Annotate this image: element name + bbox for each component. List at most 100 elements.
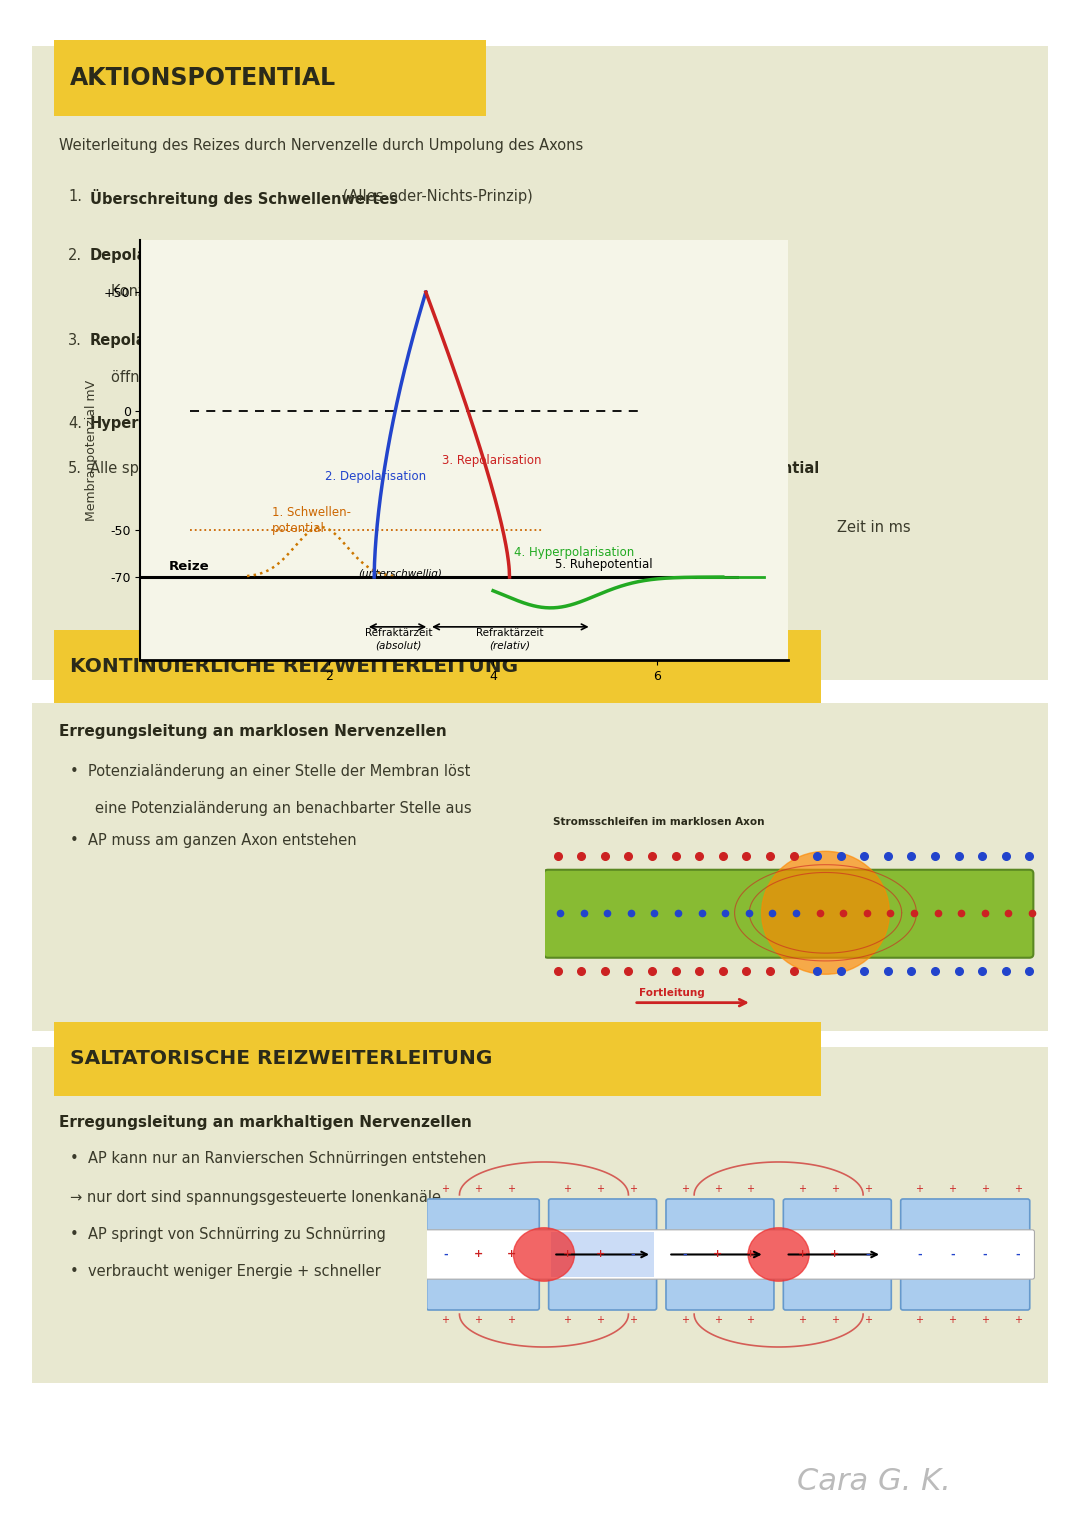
- Text: 2. Depolarisation: 2. Depolarisation: [325, 471, 427, 483]
- Bar: [32, 703, 1048, 1031]
- Text: +: +: [864, 1316, 872, 1325]
- FancyBboxPatch shape: [783, 1265, 891, 1309]
- FancyBboxPatch shape: [901, 1199, 1029, 1244]
- Text: spannungsgesteuerte Na*-Kanäle öffnen sich => Na* fließt gemäß: spannungsgesteuerte Na*-Kanäle öffnen si…: [190, 248, 686, 263]
- Text: +: +: [831, 1184, 839, 1193]
- Text: +: +: [474, 1184, 483, 1193]
- Text: +: +: [713, 1250, 723, 1259]
- Text: Konzentrations- und Ladungsgefälle in Intrazellulärraum: Konzentrations- und Ladungsgefälle in In…: [111, 284, 525, 299]
- Text: -: -: [631, 1250, 635, 1259]
- Text: Hyperpolarisation:: Hyperpolarisation:: [90, 416, 244, 431]
- FancyBboxPatch shape: [544, 869, 1034, 958]
- Text: +: +: [1014, 1316, 1022, 1325]
- Circle shape: [761, 851, 890, 975]
- Text: •  AP muss am ganzen Axon entstehen: • AP muss am ganzen Axon entstehen: [70, 833, 356, 848]
- Text: +: +: [507, 1250, 516, 1259]
- FancyBboxPatch shape: [424, 1230, 1035, 1279]
- Text: +: +: [948, 1316, 956, 1325]
- FancyBboxPatch shape: [783, 1199, 891, 1244]
- Text: AKTIONSPOTENTIAL: AKTIONSPOTENTIAL: [70, 66, 336, 90]
- Circle shape: [748, 1229, 809, 1280]
- Text: → nur dort sind spannungsgesteuerte Ionenkanäle: → nur dort sind spannungsgesteuerte Ione…: [70, 1190, 442, 1206]
- Text: +: +: [1014, 1184, 1022, 1193]
- Text: +: +: [864, 1184, 872, 1193]
- Text: -: -: [917, 1250, 921, 1259]
- Text: +: +: [948, 1184, 956, 1193]
- Text: -: -: [950, 1250, 955, 1259]
- Text: +: +: [981, 1184, 989, 1193]
- Text: -: -: [983, 1250, 987, 1259]
- Text: Refraktärzeit: Refraktärzeit: [365, 628, 432, 639]
- Text: +: +: [630, 1316, 637, 1325]
- Text: öffnen sich => K* strömt nach außen: öffnen sich => K* strömt nach außen: [111, 370, 387, 385]
- Text: +: +: [596, 1316, 605, 1325]
- Text: +: +: [746, 1316, 755, 1325]
- FancyBboxPatch shape: [901, 1265, 1029, 1309]
- Text: Überschreitung des Schwellenwertes: Überschreitung des Schwellenwertes: [90, 189, 397, 208]
- Bar: [54, 1022, 821, 1096]
- Bar: [551, 1232, 654, 1277]
- Text: +: +: [746, 1250, 755, 1259]
- Text: +: +: [831, 1250, 839, 1259]
- Text: Zeit in ms: Zeit in ms: [837, 520, 910, 535]
- Text: -: -: [1015, 1250, 1021, 1259]
- Text: Stromsschleifen im marklosen Axon: Stromsschleifen im marklosen Axon: [553, 817, 765, 827]
- Text: Alle spannungsgesteuerten Kanäle schließen sich; Na-K-Pumpe aktiviert =: Alle spannungsgesteuerten Kanäle schließ…: [90, 461, 640, 477]
- Text: 1.: 1.: [68, 189, 82, 205]
- Text: eine Potenzialänderung an benachbarter Stelle aus: eine Potenzialänderung an benachbarter S…: [95, 801, 472, 816]
- Text: •  verbraucht weniger Energie + schneller: • verbraucht weniger Energie + schneller: [70, 1264, 381, 1279]
- Text: +: +: [596, 1184, 605, 1193]
- Text: 4.: 4.: [68, 416, 82, 431]
- Text: -: -: [443, 1250, 448, 1259]
- Text: 2.: 2.: [68, 248, 82, 263]
- Text: +: +: [474, 1250, 483, 1259]
- Text: Refraktärzeit: Refraktärzeit: [476, 628, 543, 639]
- Text: +: +: [680, 1184, 689, 1193]
- Text: +: +: [442, 1316, 449, 1325]
- Text: +: +: [916, 1316, 923, 1325]
- Text: Cara G. K.: Cara G. K.: [797, 1467, 950, 1496]
- Text: 3.: 3.: [68, 333, 82, 348]
- Text: K*-Kanäle schließen sich nicht sofort: K*-Kanäle schließen sich nicht sofort: [214, 416, 487, 431]
- Text: +: +: [916, 1184, 923, 1193]
- Text: +: +: [508, 1184, 515, 1193]
- Text: Depolarisation:: Depolarisation:: [90, 248, 216, 263]
- Text: +: +: [746, 1184, 755, 1193]
- Text: +: +: [564, 1316, 571, 1325]
- Text: Erregungsleitung an marklosen Nervenzellen: Erregungsleitung an marklosen Nervenzell…: [59, 724, 447, 740]
- Text: +: +: [798, 1184, 806, 1193]
- Text: +: +: [714, 1184, 721, 1193]
- Bar: [32, 46, 1048, 680]
- Y-axis label: Membranpotenzial mV: Membranpotenzial mV: [85, 379, 98, 521]
- Text: SALTATORISCHE REIZWEITERLEITUNG: SALTATORISCHE REIZWEITERLEITUNG: [70, 1050, 492, 1068]
- Text: (Alles-oder-Nichts-Prinzip): (Alles-oder-Nichts-Prinzip): [338, 189, 532, 205]
- Text: potential: potential: [272, 523, 324, 535]
- Text: -: -: [683, 1250, 687, 1259]
- Text: Fortleitung: Fortleitung: [638, 989, 704, 998]
- Text: Weiterleitung des Reizes durch Nervenzelle durch Umpolung des Axons: Weiterleitung des Reizes durch Nervenzel…: [59, 138, 583, 153]
- Text: Erregungsleitung an markhaltigen Nervenzellen: Erregungsleitung an markhaltigen Nervenz…: [59, 1115, 472, 1131]
- Text: +: +: [474, 1316, 483, 1325]
- Text: +: +: [798, 1316, 806, 1325]
- Text: +: +: [563, 1250, 572, 1259]
- Text: +: +: [630, 1184, 637, 1193]
- Bar: [32, 1047, 1048, 1383]
- FancyBboxPatch shape: [666, 1199, 774, 1244]
- Text: 4. Hyperpolarisation: 4. Hyperpolarisation: [514, 545, 634, 559]
- Text: +: +: [508, 1316, 515, 1325]
- Text: +: +: [981, 1316, 989, 1325]
- Text: •  AP springt von Schnürring zu Schnürring: • AP springt von Schnürring zu Schnürrin…: [70, 1227, 386, 1242]
- Text: 1. Schwellen-: 1. Schwellen-: [272, 506, 351, 520]
- Text: (unterschwellig): (unterschwellig): [357, 568, 442, 579]
- Text: 5.: 5.: [68, 461, 82, 477]
- Text: Reize: Reize: [170, 561, 210, 573]
- Bar: [54, 40, 486, 116]
- FancyBboxPatch shape: [549, 1265, 657, 1309]
- Text: (absolut): (absolut): [376, 640, 422, 651]
- Text: 3. Repolarisation: 3. Repolarisation: [442, 454, 542, 466]
- Text: Repolarisation:: Repolarisation:: [90, 333, 216, 348]
- Text: +: +: [797, 1250, 807, 1259]
- FancyBboxPatch shape: [549, 1199, 657, 1244]
- Text: +: +: [714, 1316, 721, 1325]
- Text: +: +: [831, 1316, 839, 1325]
